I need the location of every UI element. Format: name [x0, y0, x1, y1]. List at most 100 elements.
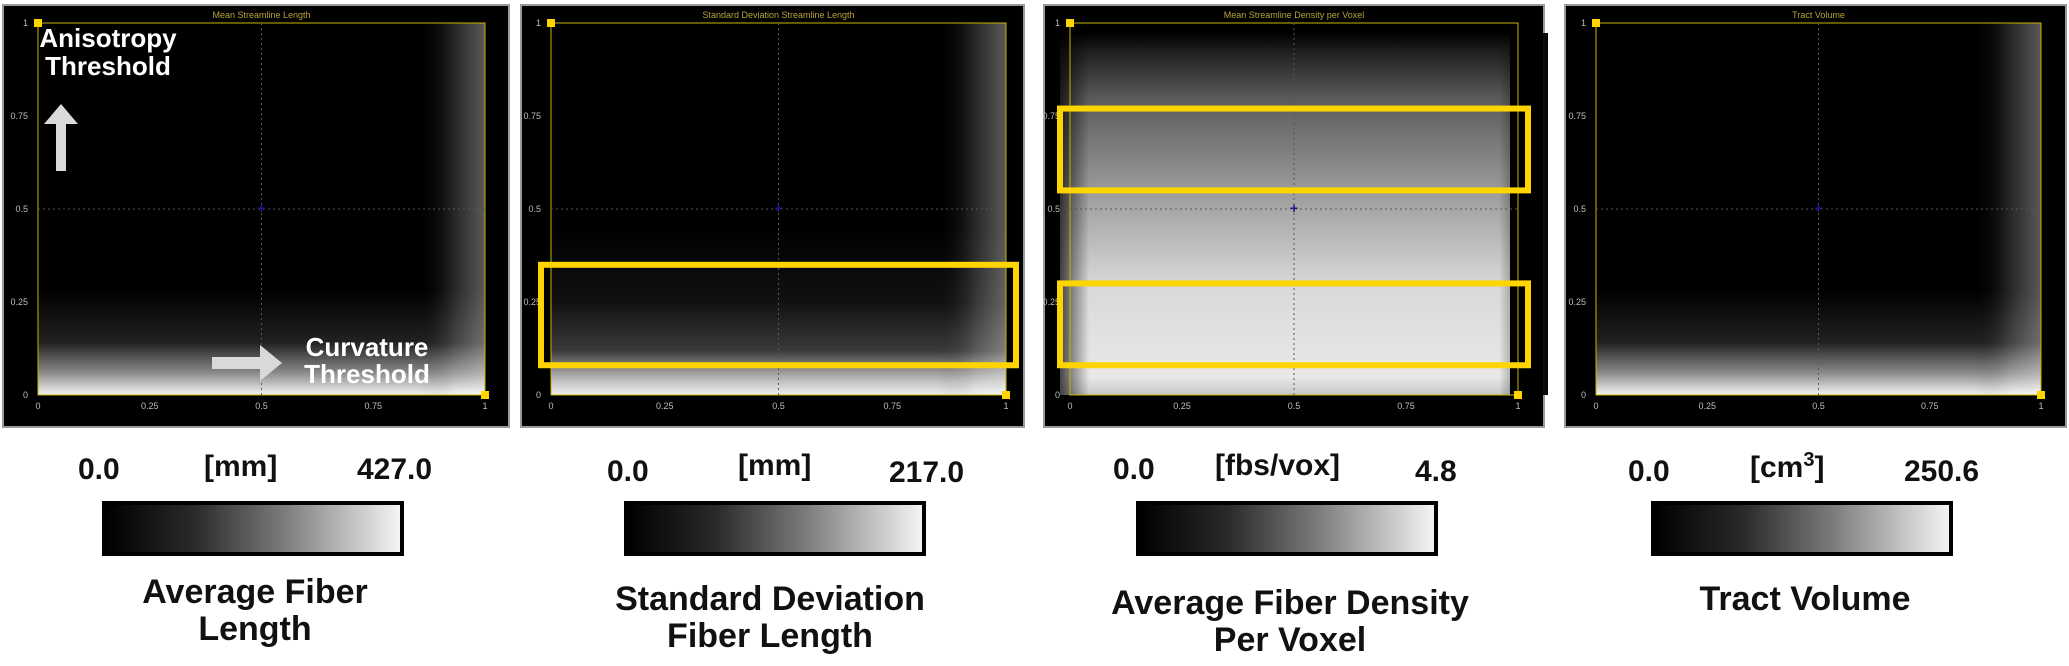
x-tick-label: 0.25	[656, 401, 674, 411]
corner-marker	[481, 391, 489, 399]
annotation-anisotropy-threshold: Threshold	[45, 51, 171, 81]
density-edge-shading	[1060, 33, 1548, 395]
heatmap-panel-standard-deviation-fiber-length: +0 0.25 0.5 0.75 1 0 0.25 0.5 0.75 1 Standard Devi…	[520, 4, 1025, 428]
unit-close: ]	[1814, 451, 1825, 484]
corner-marker	[1066, 19, 1074, 27]
crosshair-marker: +	[1290, 200, 1298, 216]
x-tick-label: 0.75	[1921, 401, 1939, 411]
y-tick-label: 0.25	[523, 297, 541, 307]
y-tick-label: 1	[23, 18, 28, 28]
corner-marker	[1514, 391, 1522, 399]
crosshair-marker: +	[774, 200, 782, 216]
colorbar-min-label-4: 0.0	[1628, 455, 1670, 488]
x-tick-label: 0.75	[1397, 401, 1415, 411]
colorbar-max-label-4: 250.6	[1904, 455, 1980, 488]
arrow-right-icon	[212, 345, 282, 381]
panel-title: Standard Deviation Streamline Length	[702, 10, 854, 20]
arrow-up-icon	[44, 104, 78, 171]
y-tick-label: 0	[1581, 390, 1586, 400]
colorbar-1	[102, 501, 404, 556]
colorbar-min-label-2: 0.0	[607, 455, 649, 488]
y-tick-label: 0.5	[528, 204, 541, 214]
y-tick-label: 0.25	[10, 297, 28, 307]
caption-line-1: Standard Deviation	[615, 580, 925, 618]
heatmap-standard-deviation-fiber-length: +0 0.25 0.5 0.75 1 0 0.25 0.5 0.75 1 Standard Devi…	[523, 10, 1019, 411]
x-tick-label: 0.5	[1812, 401, 1825, 411]
y-tick-label: 1	[536, 18, 541, 28]
caption-average-fiber-length: Average Fiber Length	[100, 574, 410, 648]
x-tick-label: 1	[482, 401, 487, 411]
annotation-anisotropy: Anisotropy	[39, 23, 177, 53]
y-tick-label: 0.75	[10, 111, 28, 121]
panel-title: Mean Streamline Length	[212, 10, 310, 20]
x-tick-label: 1	[1003, 401, 1008, 411]
x-tick-label: 0	[1067, 401, 1072, 411]
y-tick-label: 0.5	[1047, 204, 1060, 214]
caption-line-2: Fiber Length	[667, 617, 873, 655]
highlight-box	[1057, 280, 1531, 369]
unit-text: [cm	[1750, 451, 1804, 484]
y-tick-label: 1	[1581, 18, 1586, 28]
heatmap-average-fiber-length: +0 0.25 0.5 0.75 1 0 0.25 0.5 0.75 1 Mean Streamli…	[10, 10, 489, 411]
colorbar-max-label-1: 427.0	[357, 453, 433, 486]
colorbar-unit-label-2: [mm]	[738, 449, 812, 482]
caption-line-2: Length	[198, 610, 312, 648]
crosshair-marker: +	[257, 200, 265, 216]
unit-superscript: 3	[1803, 449, 1815, 471]
x-tick-label: 0.25	[141, 401, 159, 411]
caption-line-1: Average Fiber Density	[1111, 584, 1469, 622]
heatmap-tract-volume: +0 0.25 0.5 0.75 1 0 0.25 0.5 0.75 1 Tract Volume	[1568, 10, 2045, 411]
x-tick-label: 0.25	[1173, 401, 1191, 411]
caption-line-2: Per Voxel	[1213, 621, 1367, 659]
x-tick-label: 0	[35, 401, 40, 411]
y-tick-label: 0.75	[523, 111, 541, 121]
caption-average-fiber-density: Average Fiber Density Per Voxel	[1070, 585, 1510, 659]
y-tick-label: 0	[536, 390, 541, 400]
heatmap-panel-average-fiber-density: +0 0.25 0.5 0.75 1 0 0.25 0.5 0.75 1 Mean Streamli…	[1042, 4, 1548, 428]
corner-marker	[2037, 391, 2045, 399]
x-tick-label: 0.5	[772, 401, 785, 411]
colorbar-max-label-3: 4.8	[1415, 455, 1457, 488]
heatmap-average-fiber-density: +0 0.25 0.5 0.75 1 0 0.25 0.5 0.75 1 Mean Streamli…	[1042, 10, 1548, 411]
caption-line-1: Average Fiber	[142, 573, 368, 611]
x-tick-label: 0.25	[1698, 401, 1716, 411]
highlight-box	[538, 261, 1019, 369]
x-tick-label: 0	[1593, 401, 1598, 411]
annotation-curvature-threshold: Threshold	[304, 359, 430, 389]
y-tick-label: 0.75	[1042, 111, 1060, 121]
colorbar-min-label-3: 0.0	[1113, 453, 1155, 486]
x-tick-label: 0	[548, 401, 553, 411]
heatmap-panel-average-fiber-length: +0 0.25 0.5 0.75 1 0 0.25 0.5 0.75 1 Mean Streamli…	[2, 4, 510, 428]
y-tick-label: 1	[1055, 18, 1060, 28]
crosshair-marker: +	[1814, 200, 1822, 216]
highlight-box	[1057, 105, 1531, 194]
x-tick-label: 1	[2038, 401, 2043, 411]
heatmap-panel-tract-volume: +0 0.25 0.5 0.75 1 0 0.25 0.5 0.75 1 Tract Volume	[1564, 4, 2067, 428]
annotation-curvature: Curvature	[306, 332, 429, 362]
y-tick-label: 0.75	[1568, 111, 1586, 121]
y-tick-label: 0.5	[1573, 204, 1586, 214]
colorbar-min-label-1: 0.0	[78, 453, 120, 486]
colorbar-max-label-2: 217.0	[889, 456, 965, 489]
y-tick-label: 0.5	[15, 204, 28, 214]
corner-marker	[34, 19, 42, 27]
caption-tract-volume: Tract Volume	[1650, 581, 1960, 618]
colorbar-4	[1651, 501, 1953, 556]
panel-title: Mean Streamline Density per Voxel	[1224, 10, 1365, 20]
x-tick-label: 1	[1515, 401, 1520, 411]
x-tick-label: 0.75	[364, 401, 382, 411]
colorbar-3	[1136, 501, 1438, 556]
corner-marker	[547, 19, 555, 27]
corner-marker	[1002, 391, 1010, 399]
y-tick-label: 0.25	[1568, 297, 1586, 307]
colorbar-unit-label-3: [fbs/vox]	[1215, 449, 1341, 482]
x-tick-label: 0.75	[883, 401, 901, 411]
x-tick-label: 0.5	[255, 401, 268, 411]
corner-marker	[1592, 19, 1600, 27]
colorbar-2	[624, 501, 926, 556]
y-tick-label: 0	[23, 390, 28, 400]
panel-title: Tract Volume	[1792, 10, 1845, 20]
colorbar-unit-label-1: [mm]	[204, 450, 278, 483]
colorbar-unit-label-4: [cm3]	[1750, 449, 1824, 485]
caption-standard-deviation-fiber-length: Standard Deviation Fiber Length	[580, 581, 960, 655]
